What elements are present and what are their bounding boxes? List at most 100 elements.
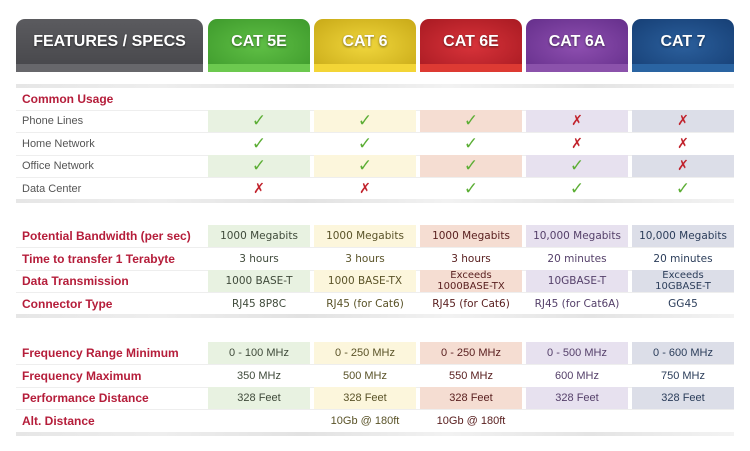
table-cell: 550 MHz <box>448 369 494 382</box>
table-cell: 1000 BASE-TX <box>314 270 416 292</box>
row-label: Frequency Maximum <box>22 368 142 383</box>
table-cell: ✓ <box>420 110 522 132</box>
table-row: Alt. Distance 10Gb @ 180ft 10Gb @ 180ft <box>16 410 734 433</box>
table-cell: ✓ <box>526 155 628 177</box>
table-cell: RJ45 (for Cat6) <box>432 297 510 310</box>
cell-line: Exceeds <box>450 270 492 281</box>
table-cell: 0 - 250 MHz <box>420 342 522 364</box>
cross-icon: ✗ <box>359 180 371 197</box>
table-cell: 1000 Megabits <box>314 225 416 247</box>
table-cell: 3 hours <box>345 252 385 265</box>
header-features-specs: FEATURES / SPECS <box>16 19 203 72</box>
table-cell: ✓ <box>526 178 628 200</box>
table-cell: ✗ <box>632 110 734 132</box>
table-cell: 328 Feet <box>526 387 628 409</box>
table-cell: 0 - 100 MHz <box>208 342 310 364</box>
table-row: Phone Lines ✓ ✓ ✓ ✗ ✗ <box>16 110 734 133</box>
table-cell: 3 hours <box>451 252 491 265</box>
table-cell: ✗ <box>314 178 416 200</box>
section-title: Common Usage <box>22 92 114 106</box>
table-cell: ✓ <box>314 110 416 132</box>
table-cell: 328 Feet <box>420 387 522 409</box>
table-cell <box>632 410 734 432</box>
cross-icon: ✗ <box>677 113 689 129</box>
table-cell: RJ45 8P8C <box>231 297 287 310</box>
table-cell: ✗ <box>208 178 310 200</box>
header-features-label: FEATURES / SPECS <box>33 33 186 50</box>
table-cell: 750 MHz <box>660 369 706 382</box>
table-cell: 1000 BASE-T <box>208 270 310 292</box>
table-cell: ✓ <box>632 178 734 200</box>
table-cell: ✗ <box>526 110 628 132</box>
table-cell: ✓ <box>420 133 522 155</box>
table-cell: 500 MHz <box>342 369 388 382</box>
table-cell: ✗ <box>632 133 734 155</box>
header-cat6e: CAT 6E <box>420 19 522 72</box>
table-cell: GG45 <box>668 297 698 310</box>
checkmark-icon: ✓ <box>251 111 267 131</box>
checkmark-icon: ✓ <box>357 133 373 154</box>
header-cat5e-label: CAT 5E <box>231 33 287 50</box>
row-label: Performance Distance <box>22 391 149 405</box>
divider <box>16 199 734 203</box>
table-cell: ✓ <box>208 110 310 132</box>
divider <box>16 432 734 436</box>
table-cell: RJ45 (for Cat6A) <box>534 297 620 310</box>
table-cell: ✓ <box>314 133 416 155</box>
divider <box>16 314 734 318</box>
table-cell: Exceeds 10GBASE-T <box>632 270 734 292</box>
checkmark-icon: ✓ <box>357 156 373 176</box>
header-cat7: CAT 7 <box>632 19 734 72</box>
table-cell: 600 MHz <box>554 369 600 382</box>
table-cell: ✓ <box>420 155 522 177</box>
table-cell: 3 hours <box>239 252 279 265</box>
table-cell: Exceeds 1000BASE-TX <box>420 270 522 292</box>
row-label: Office Network <box>22 160 94 172</box>
header-cat7-label: CAT 7 <box>660 33 706 50</box>
table-cell: 328 Feet <box>632 387 734 409</box>
table-cell: 1000 Megabits <box>208 225 310 247</box>
table-cell: ✗ <box>526 133 628 155</box>
cell-line: 1000BASE-TX <box>437 281 505 292</box>
table-cell: 0 - 250 MHz <box>314 342 416 364</box>
table-cell: ✓ <box>314 155 416 177</box>
table-cell: 0 - 500 MHz <box>526 342 628 364</box>
table-row: Potential Bandwidth (per sec) 1000 Megabi… <box>16 225 734 248</box>
table-row: Frequency Maximum 350 MHz 500 MHz 550 MHz 60… <box>16 365 734 388</box>
cross-icon: ✗ <box>677 158 689 174</box>
table-cell: 328 Feet <box>208 387 310 409</box>
checkmark-icon: ✓ <box>463 178 479 199</box>
checkmark-icon: ✓ <box>675 178 691 199</box>
table-row: Home Network ✓ ✓ ✓ ✗ ✗ <box>16 133 734 156</box>
table-cell: 350 MHz <box>236 369 282 382</box>
table-cell <box>208 410 310 432</box>
table-cell: 10Gb @ 180ft <box>330 414 400 427</box>
table-cell <box>526 410 628 432</box>
table-row: Data Transmission 1000 BASE-T 1000 BASE-TX… <box>16 270 734 293</box>
table-row: Connector Type RJ45 8P8C RJ45 (for Cat6) RJ… <box>16 293 734 316</box>
row-label: Data Transmission <box>22 274 129 288</box>
table-cell: 10GBASE-T <box>526 270 628 292</box>
checkmark-icon: ✓ <box>569 156 585 176</box>
row-label: Phone Lines <box>22 115 84 127</box>
header-cat6e-label: CAT 6E <box>443 33 499 50</box>
cell-line: Exceeds <box>662 270 704 281</box>
table-cell: 10,000 Megabits <box>632 225 734 247</box>
cross-icon: ✗ <box>677 135 689 152</box>
checkmark-icon: ✓ <box>463 111 479 131</box>
table-row: Data Center ✗ ✗ ✓ ✓ ✓ <box>16 178 734 201</box>
row-label: Alt. Distance <box>22 413 95 428</box>
table-cell: 0 - 600 MHz <box>632 342 734 364</box>
header-cat6: CAT 6 <box>314 19 416 72</box>
checkmark-icon: ✓ <box>569 178 585 199</box>
row-label: Time to transfer 1 Terabyte <box>22 251 175 266</box>
checkmark-icon: ✓ <box>251 156 267 176</box>
divider <box>16 84 734 88</box>
table-row: Frequency Range Minimum 0 - 100 MHz 0 - 25… <box>16 342 734 365</box>
table-cell: RJ45 (for Cat6) <box>326 297 404 310</box>
checkmark-icon: ✓ <box>463 133 479 154</box>
table-cell: 1000 Megabits <box>420 225 522 247</box>
table-cell: 328 Feet <box>314 387 416 409</box>
checkmark-icon: ✓ <box>357 111 373 131</box>
row-label: Connector Type <box>22 296 113 311</box>
